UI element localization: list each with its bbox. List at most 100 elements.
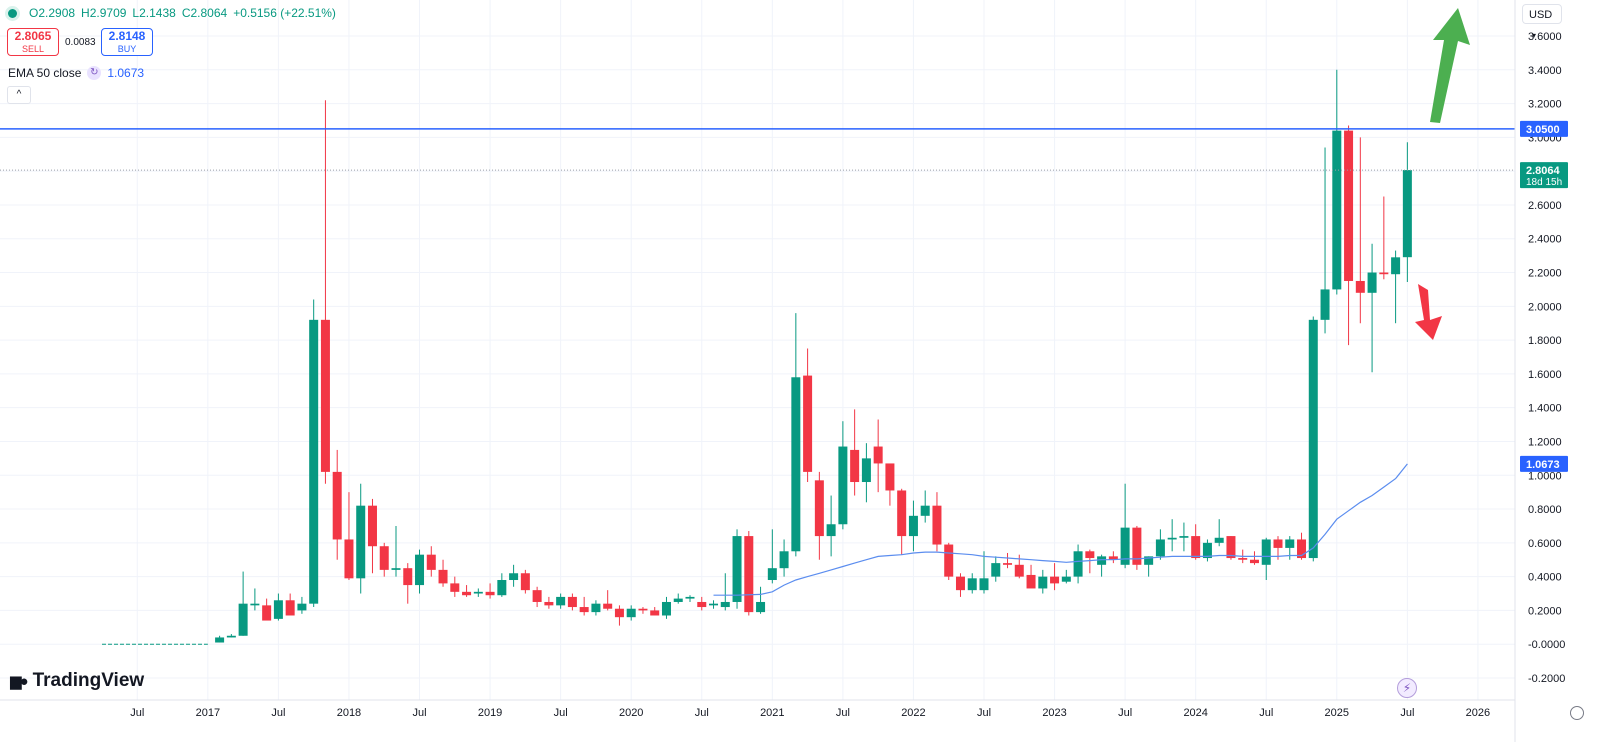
candle-body <box>238 603 248 636</box>
candle <box>1108 551 1118 564</box>
sell-label: SELL <box>21 44 45 54</box>
candle-body <box>1379 272 1389 275</box>
candle <box>720 573 730 611</box>
time-tick-label: Jul <box>1118 707 1132 719</box>
candle <box>814 471 824 560</box>
candle <box>238 571 248 636</box>
candle <box>415 549 425 594</box>
candle-body <box>1261 539 1271 565</box>
settings-icon[interactable] <box>1570 706 1584 720</box>
candle-body <box>979 578 989 591</box>
ohlc-legend: O2.2908 H2.9709 L2.1438 C2.8064 +0.5156 … <box>8 6 336 20</box>
candle <box>520 569 530 594</box>
candle-body <box>1085 551 1095 559</box>
candle <box>638 607 648 614</box>
price-label-countdown: 18d 15h <box>1526 177 1562 188</box>
candle-body <box>720 601 730 608</box>
candle-body <box>1014 564 1024 577</box>
candle-body <box>1108 556 1118 560</box>
candle-body <box>579 607 589 613</box>
candle <box>556 593 566 609</box>
candle <box>391 525 401 577</box>
price-tick-label: 2.2000 <box>1528 268 1562 280</box>
candle-body <box>1391 257 1401 275</box>
collapse-legend-button[interactable]: ^ <box>7 86 31 104</box>
candle <box>344 492 354 581</box>
candle-body <box>379 546 389 570</box>
candle-body <box>1026 574 1036 589</box>
candle <box>309 299 319 608</box>
candle <box>285 593 295 616</box>
price-label-bg <box>1520 162 1568 189</box>
currency-label: USD <box>1529 9 1553 21</box>
candle-body <box>744 536 754 613</box>
brand-name: TradingView <box>32 670 145 691</box>
candle-body <box>814 480 824 537</box>
price-label-level: 3.0500 <box>1520 120 1568 137</box>
price-tick-label: -0.2000 <box>1528 673 1565 685</box>
candle-body <box>367 505 377 547</box>
candle <box>767 529 777 584</box>
candle <box>1391 250 1401 324</box>
candle <box>1308 316 1318 562</box>
candle-body <box>767 568 777 581</box>
candle-body <box>709 603 719 606</box>
candle <box>273 593 283 621</box>
sell-button[interactable]: 2.8065 SELL <box>7 28 59 56</box>
candle-body <box>920 505 930 516</box>
candle <box>509 564 519 587</box>
ema-line <box>713 463 1408 596</box>
price-axis: 3.60003.40003.20003.00002.80002.60002.40… <box>1514 0 1565 742</box>
price-tick-label: 2.4000 <box>1528 234 1562 246</box>
candles <box>215 69 1412 643</box>
candle <box>250 588 260 611</box>
candle-body <box>544 601 554 606</box>
candle-body <box>803 375 813 472</box>
candle-body <box>520 573 530 591</box>
candle <box>367 498 377 574</box>
candle-body <box>1061 576 1071 582</box>
price-tick-label: 1.4000 <box>1528 403 1562 415</box>
candle <box>873 419 883 493</box>
time-tick-label: 2022 <box>901 707 925 719</box>
candle-body <box>262 605 272 621</box>
candle-body <box>1367 272 1377 293</box>
candle <box>1167 519 1177 552</box>
spark-icon[interactable]: ⚡ <box>1397 678 1417 698</box>
candle-body <box>297 603 307 611</box>
candle-body <box>650 610 660 616</box>
candle <box>885 463 895 506</box>
candle-body <box>332 471 342 540</box>
candle <box>1061 569 1071 584</box>
time-tick-label: Jul <box>836 707 850 719</box>
candle <box>1073 544 1083 584</box>
candle-body <box>1285 539 1295 548</box>
time-tick-label: 2018 <box>337 707 361 719</box>
candle <box>673 593 683 604</box>
candle <box>744 531 754 616</box>
price-tick-label: 0.2000 <box>1528 605 1562 617</box>
candle-body <box>1179 536 1189 538</box>
candle <box>1144 556 1154 577</box>
candle-body <box>591 603 601 613</box>
candle <box>473 588 483 597</box>
ema-value: 1.0673 <box>107 66 145 80</box>
candle <box>1402 142 1412 283</box>
buy-label: BUY <box>117 44 137 54</box>
candle-body <box>556 596 566 606</box>
candle <box>650 607 660 616</box>
buy-button[interactable]: 2.8148 BUY <box>101 28 153 56</box>
candle-body <box>1073 551 1083 577</box>
candle-body <box>638 608 648 611</box>
price-label-text: 1.0673 <box>1526 459 1560 471</box>
currency-selector[interactable]: USD ▾ <box>1522 4 1562 40</box>
candle <box>1320 147 1330 334</box>
time-tick-label: 2024 <box>1183 707 1207 719</box>
candle <box>1261 537 1271 581</box>
candle-body <box>1038 576 1048 589</box>
candle <box>944 542 954 581</box>
candle-body <box>1191 536 1201 559</box>
ema-legend[interactable]: EMA 50 close ↻ 1.0673 <box>8 66 144 80</box>
